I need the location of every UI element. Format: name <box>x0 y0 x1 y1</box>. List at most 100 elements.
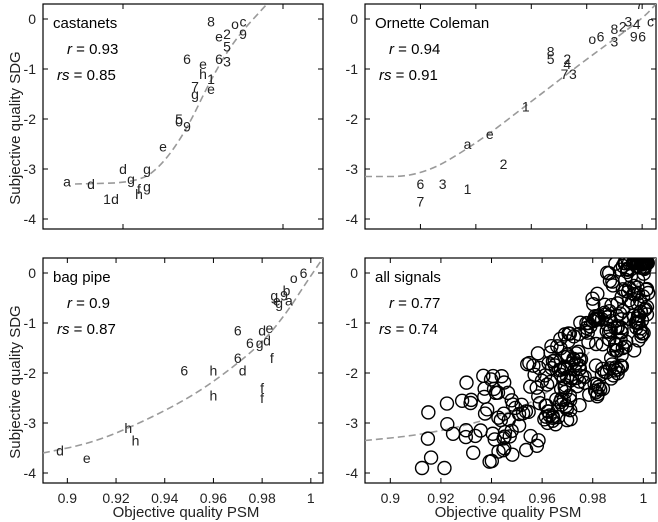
y-axis-label-top: Subjective quality SDG <box>7 51 24 204</box>
spearman-rs: rs = 0.74 <box>379 321 438 338</box>
data-point-label: 6 <box>180 363 188 379</box>
y-axis-label-bottom: Subjective quality SDG <box>7 305 24 458</box>
data-point <box>473 423 488 438</box>
data-point <box>543 345 558 360</box>
data-point-label: h <box>199 66 207 82</box>
data-point-label: g <box>256 335 264 351</box>
x-tick-label: 0.94 <box>151 490 178 506</box>
data-point <box>605 278 621 293</box>
x-tick-label: 0.96 <box>529 490 556 506</box>
data-point <box>615 282 631 297</box>
panel-title: bag pipe <box>53 269 111 286</box>
data-point-label: 5 <box>223 39 231 55</box>
y-tick-label: 0 <box>350 265 358 281</box>
pearson-r: r = 0.77 <box>389 295 440 312</box>
data-point <box>608 320 623 335</box>
data-point-label: e <box>266 320 274 336</box>
panel-title: castanets <box>53 15 117 32</box>
y-tick-label: 0 <box>350 11 358 27</box>
data-point <box>587 383 603 398</box>
data-point <box>614 359 630 374</box>
data-point <box>563 411 578 427</box>
data-point-label: g <box>127 171 135 187</box>
data-point <box>477 389 492 405</box>
pearson-r: r = 0.9 <box>67 295 110 312</box>
data-point-label: 1 <box>522 99 530 115</box>
data-point-label: h <box>135 186 143 202</box>
data-point <box>539 398 554 413</box>
y-tick-label: -2 <box>346 365 359 381</box>
data-point-label: 6 <box>215 51 223 67</box>
marks <box>365 258 656 476</box>
data-point <box>639 281 655 297</box>
data-point <box>618 339 633 354</box>
data-point-label: 3 <box>223 54 231 70</box>
data-point <box>621 258 637 271</box>
data-point-label: 6 <box>234 350 242 366</box>
data-point-label: d <box>87 176 95 192</box>
data-point-label: 0 <box>175 114 183 130</box>
panel-title: Ornette Coleman <box>375 15 489 32</box>
y-tick-label: -1 <box>346 315 359 331</box>
data-point <box>634 313 650 328</box>
y-tick-label: -3 <box>346 161 359 177</box>
data-point <box>557 380 572 395</box>
data-point <box>589 377 605 392</box>
data-point <box>562 392 578 408</box>
x-tick-label: 0.9 <box>58 490 78 506</box>
data-point <box>571 326 587 342</box>
data-point-label: 9 <box>280 288 288 304</box>
data-point-label: 8 <box>547 44 555 60</box>
data-point <box>564 356 579 371</box>
spearman-rs: rs = 0.85 <box>57 67 116 84</box>
plot-frame <box>364 3 657 230</box>
data-point-label: e <box>486 126 494 142</box>
data-point <box>486 381 502 397</box>
data-point <box>544 339 559 354</box>
data-point <box>639 299 655 315</box>
data-point-label: g <box>270 288 278 304</box>
data-point-label: c <box>240 14 247 30</box>
data-point <box>497 429 512 444</box>
data-point-label: g <box>275 295 283 311</box>
data-point <box>603 350 619 366</box>
data-point <box>597 364 612 380</box>
y-tick-label: 0 <box>28 11 36 27</box>
data-point-label: 6 <box>638 29 646 45</box>
data-point-label: 6 <box>246 335 254 351</box>
data-point-label: 2 <box>619 19 627 35</box>
data-point <box>540 404 556 419</box>
data-point-label: 3 <box>439 176 447 192</box>
y-tick-label: 0 <box>28 265 36 281</box>
data-point-label: e <box>83 450 91 466</box>
data-point <box>580 325 595 340</box>
data-point <box>637 258 653 271</box>
data-point-label: o <box>588 31 596 47</box>
y-tick-label: -4 <box>24 465 37 481</box>
data-point-label: 8 <box>207 14 215 30</box>
data-point-label: e <box>159 139 167 155</box>
spearman-rs: rs = 0.91 <box>379 67 438 84</box>
data-point <box>514 397 529 412</box>
y-tick-label: -1 <box>24 315 37 331</box>
data-point <box>572 358 587 373</box>
x-tick-label: 0.96 <box>200 490 227 506</box>
data-point <box>626 308 641 323</box>
panel-title: all signals <box>375 269 441 286</box>
x-tick-label: 0.9 <box>381 490 401 506</box>
data-point-label: o <box>290 270 298 286</box>
data-point-label: f <box>260 380 264 396</box>
data-point-label: h <box>124 420 132 436</box>
data-point <box>597 307 613 322</box>
data-point-label: 1 <box>207 71 215 87</box>
data-point <box>440 416 455 432</box>
data-point <box>531 389 546 404</box>
x-tick-label: 1 <box>639 490 647 506</box>
data-point <box>604 357 620 372</box>
y-tick-label: -2 <box>24 111 37 127</box>
pearson-r: r = 0.93 <box>67 41 118 58</box>
data-point <box>483 372 499 387</box>
data-point <box>468 428 483 444</box>
data-point-label: 6 <box>234 323 242 339</box>
